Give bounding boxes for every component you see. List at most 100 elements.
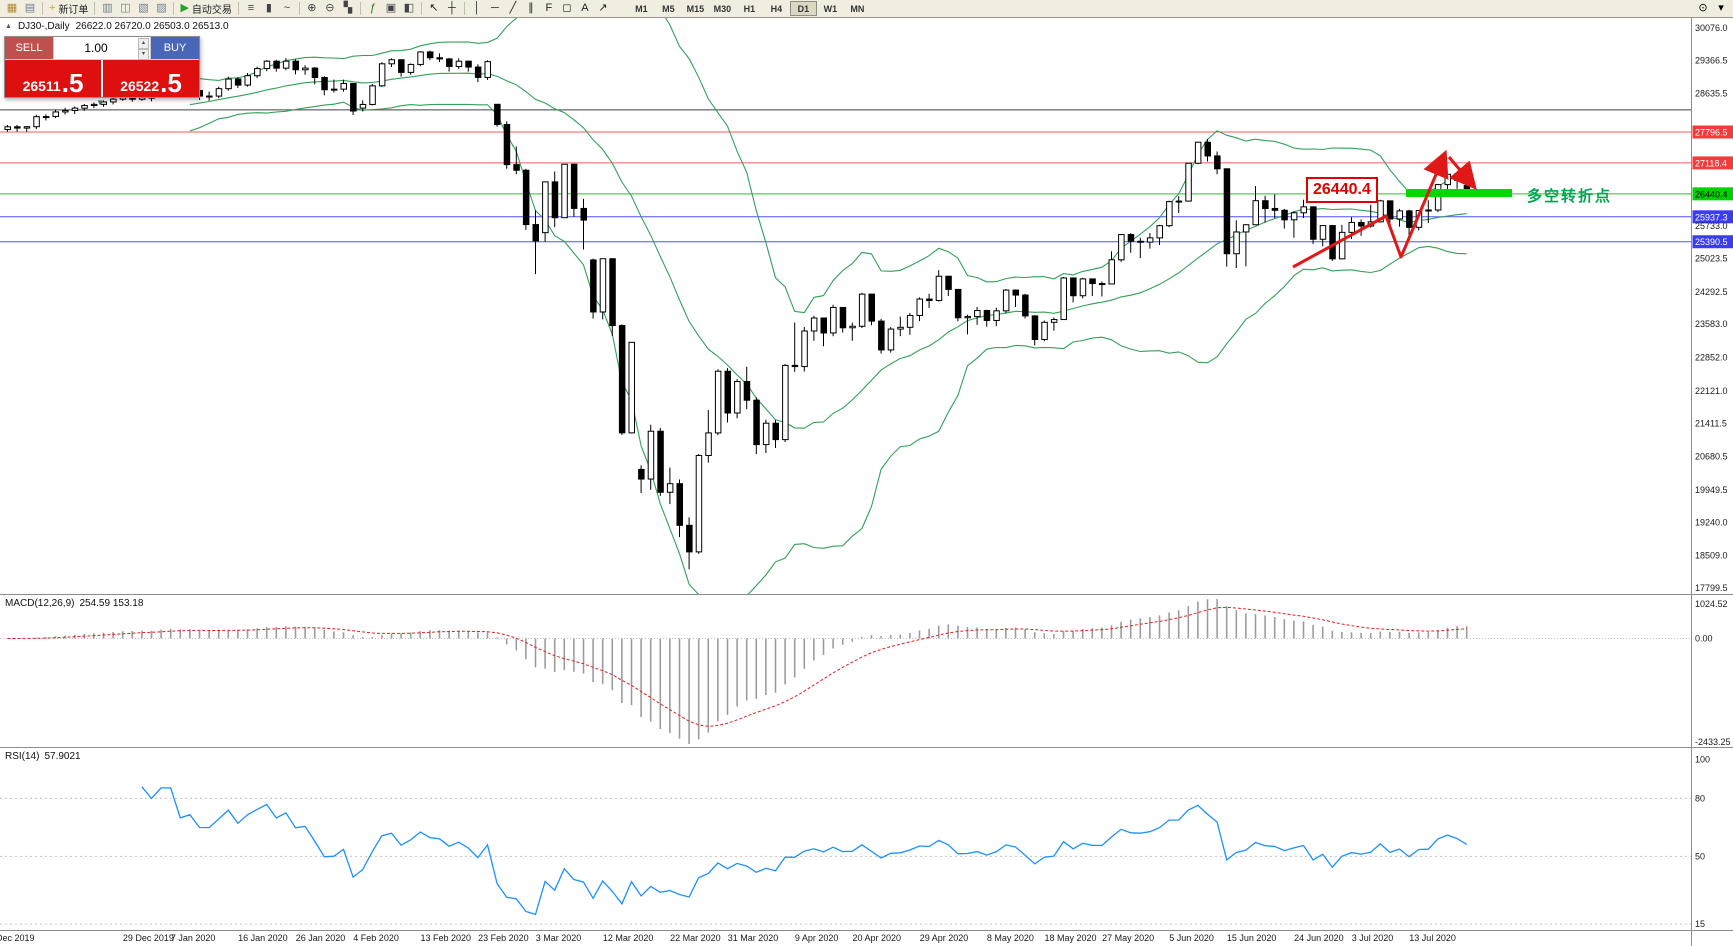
candle-body bbox=[81, 105, 88, 109]
new-order-button[interactable]: + 新订单 bbox=[46, 1, 91, 17]
templates-icon: ◧ bbox=[403, 2, 415, 14]
chart-profiles-button[interactable]: ▤ bbox=[21, 1, 39, 17]
candle-body bbox=[330, 88, 338, 91]
volume-increase-button[interactable]: ▴ bbox=[138, 38, 149, 49]
auto-trading-button[interactable]: ▶ 自动交易 bbox=[177, 1, 234, 17]
trend-arrow[interactable] bbox=[1292, 149, 1449, 269]
candle-body bbox=[801, 330, 808, 368]
cursor-button[interactable]: ↖ bbox=[425, 1, 443, 17]
highlight-segment[interactable] bbox=[1406, 189, 1512, 197]
chart-collapse-icon[interactable]: ▲ bbox=[5, 23, 12, 30]
arrow-tool-button[interactable]: ↗ bbox=[594, 1, 612, 17]
price-tag-label: 25937.3 bbox=[1695, 212, 1728, 222]
turning-point-note[interactable]: 多空转折点 bbox=[1527, 188, 1613, 205]
shapes-button[interactable]: ◻ bbox=[558, 1, 576, 17]
timeframe-w1[interactable]: W1 bbox=[823, 3, 838, 14]
crosshair-button[interactable]: ┼ bbox=[443, 1, 461, 17]
candle-body bbox=[1166, 201, 1173, 227]
trendline-button[interactable]: ╱ bbox=[504, 1, 522, 17]
templates-button[interactable]: ◧ bbox=[400, 1, 418, 17]
candle-body bbox=[1070, 277, 1077, 297]
channel-button[interactable]: ∥ bbox=[522, 1, 540, 17]
candle-body bbox=[71, 107, 79, 112]
timeframe-m1[interactable]: M1 bbox=[635, 3, 648, 14]
candle-body bbox=[542, 181, 549, 234]
candle-body bbox=[753, 399, 760, 446]
buy-button[interactable]: BUY bbox=[151, 37, 199, 59]
search-icon: ⊙ bbox=[1698, 2, 1708, 14]
new-chart-button[interactable]: ▦ bbox=[3, 1, 21, 17]
volume-input[interactable] bbox=[54, 37, 150, 59]
timeframe-m5[interactable]: M5 bbox=[662, 3, 675, 14]
trade-panel-collapse-icon[interactable]: ▼ bbox=[96, 98, 104, 107]
sell-price-button[interactable]: 26511 .5 bbox=[5, 60, 101, 97]
line-chart-button[interactable]: ~ bbox=[278, 1, 296, 17]
y-axis-tick: 23583.0 bbox=[1695, 319, 1728, 329]
panel-toggle-button[interactable]: ▾ bbox=[1712, 1, 1730, 17]
zoom-in-button[interactable]: ⊕ bbox=[303, 1, 321, 17]
indicators-button[interactable]: ƒ bbox=[364, 1, 382, 17]
candle-body bbox=[234, 78, 242, 86]
navigator-button[interactable]: ▧ bbox=[134, 1, 152, 17]
candle-body bbox=[945, 275, 952, 290]
candle-body bbox=[638, 468, 645, 480]
timeframe-mn[interactable]: MN bbox=[850, 3, 865, 14]
buy-price-button[interactable]: 26522 .5 bbox=[101, 60, 199, 97]
candle-body bbox=[906, 314, 914, 328]
y-axis-tick: 25733.0 bbox=[1695, 221, 1728, 231]
date-label: 7 Jan 2020 bbox=[171, 933, 216, 943]
horizontal-line-button[interactable]: ─ bbox=[486, 1, 504, 17]
candle-body bbox=[686, 524, 693, 553]
fibonacci-icon: F bbox=[545, 2, 553, 14]
candle-body bbox=[647, 430, 655, 480]
fibonacci-button[interactable]: F bbox=[540, 1, 558, 17]
sell-button[interactable]: SELL bbox=[5, 37, 53, 59]
vertical-line-button[interactable]: │ bbox=[468, 1, 486, 17]
toolbar-separator bbox=[173, 2, 175, 15]
price-callout-box[interactable]: 26440.4 bbox=[1306, 177, 1378, 203]
candle-body bbox=[1050, 319, 1058, 323]
navigator-icon: ▧ bbox=[138, 2, 149, 14]
timeframe-h1[interactable]: H1 bbox=[743, 3, 756, 14]
search-button[interactable]: ⊙ bbox=[1694, 1, 1712, 17]
market-watch-button[interactable]: ▥ bbox=[98, 1, 116, 17]
candle-body bbox=[1386, 200, 1394, 220]
candle-body bbox=[321, 77, 328, 91]
candle-body bbox=[263, 60, 271, 70]
candle-body bbox=[426, 51, 434, 59]
bar-chart-button[interactable]: ≡ bbox=[242, 1, 260, 17]
candle-body bbox=[590, 259, 597, 313]
trend-arrow[interactable] bbox=[1447, 156, 1477, 190]
trade-panel-price-row: 26511 .5 26522 .5 bbox=[5, 60, 199, 97]
date-label: 29 Dec 2019 bbox=[123, 933, 174, 943]
date-label: 20 Apr 2020 bbox=[853, 933, 902, 943]
candle-body bbox=[1300, 206, 1307, 214]
candle-body bbox=[705, 432, 712, 456]
candle-body bbox=[1348, 221, 1355, 233]
timeframe-d1[interactable]: D1 bbox=[789, 1, 817, 16]
zoom-out-button[interactable]: ⊖ bbox=[321, 1, 339, 17]
sell-price-pips: .5 bbox=[61, 67, 84, 98]
timeframe-h4[interactable]: H4 bbox=[770, 3, 783, 14]
candle-body bbox=[1041, 321, 1048, 340]
rsi-line bbox=[141, 786, 1468, 916]
volume-decrease-button[interactable]: ▾ bbox=[138, 49, 149, 60]
tile-windows-button[interactable]: ▚ bbox=[339, 1, 357, 17]
data-window-button[interactable]: ◫ bbox=[116, 1, 134, 17]
timeframe-m15[interactable]: M15 bbox=[686, 3, 705, 14]
strategy-tester-button[interactable]: ▨ bbox=[152, 1, 170, 17]
candle-chart-button[interactable]: ▮ bbox=[260, 1, 278, 17]
cursor-icon: ↖ bbox=[429, 2, 439, 14]
timeframe-m30[interactable]: M30 bbox=[713, 3, 732, 14]
rsi-axis-label: 80 bbox=[1695, 793, 1705, 803]
indicator-list-button[interactable]: ▣ bbox=[382, 1, 400, 17]
date-label: 13 Feb 2020 bbox=[421, 933, 472, 943]
y-axis-tick: 20680.5 bbox=[1695, 452, 1728, 462]
line-chart-icon: ~ bbox=[283, 2, 291, 14]
candle-body bbox=[62, 110, 69, 113]
price-tag-label: 27118.4 bbox=[1695, 158, 1727, 168]
candle-body bbox=[1377, 200, 1384, 223]
text-label-button[interactable]: A bbox=[576, 1, 594, 17]
rsi-name: RSI(14) bbox=[5, 751, 40, 762]
